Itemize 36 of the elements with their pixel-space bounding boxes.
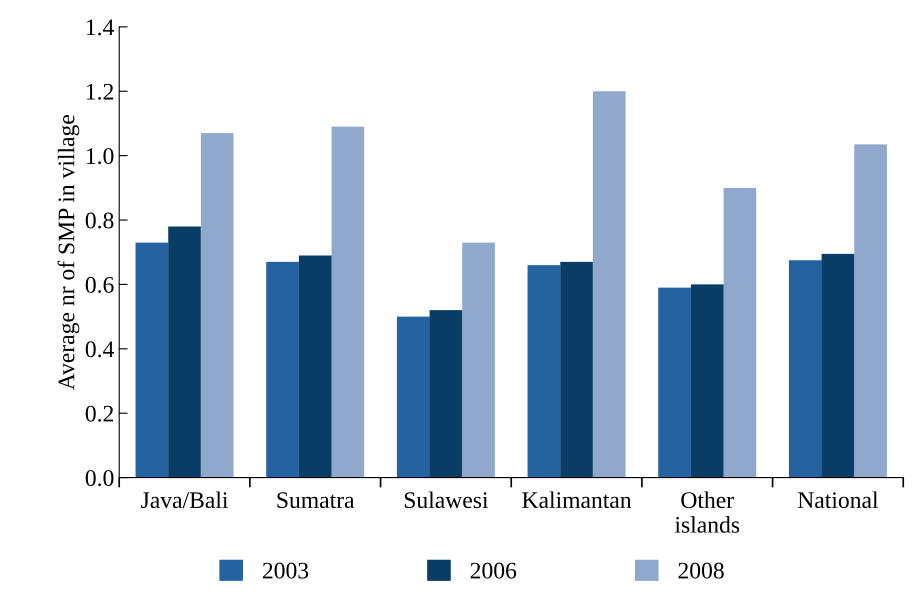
legend-label: 2006 xyxy=(470,562,516,579)
bar xyxy=(266,262,299,478)
bar xyxy=(396,316,430,478)
bar xyxy=(854,144,887,478)
bar xyxy=(298,255,332,478)
y-tick-label: 1.0 xyxy=(86,148,114,164)
x-tick-label: Other islands xyxy=(674,491,740,533)
y-axis-title: Average nr of SMP in village xyxy=(58,115,80,390)
bar xyxy=(724,188,756,478)
y-tick-label: 1.2 xyxy=(86,84,114,100)
y-tick-label: 0.8 xyxy=(86,212,114,229)
x-tick-label: Sumatra xyxy=(277,492,354,508)
bar xyxy=(528,265,560,478)
bar xyxy=(136,242,168,478)
bar xyxy=(788,260,822,478)
bar xyxy=(168,226,201,478)
legend-label: 2003 xyxy=(262,562,308,579)
y-tick-label: 0.6 xyxy=(86,276,114,293)
bar xyxy=(462,242,495,478)
x-tick-label: Sulawesi xyxy=(404,491,488,508)
y-tick-label: 1.4 xyxy=(86,19,114,36)
x-tick-label: National xyxy=(798,491,878,508)
bar xyxy=(690,284,724,478)
y-tick-label: 0.0 xyxy=(86,470,114,486)
legend-label: 2008 xyxy=(678,562,724,579)
y-tick-label: 0.4 xyxy=(86,341,114,358)
bar xyxy=(560,262,593,478)
bar xyxy=(332,126,364,478)
bar xyxy=(430,310,462,478)
x-tick-label: Java/Bali xyxy=(141,491,228,508)
bar xyxy=(200,133,234,478)
bar xyxy=(658,288,691,478)
y-tick-label: 0.2 xyxy=(86,406,114,422)
bar xyxy=(822,254,854,478)
x-tick-label: Kalimantan xyxy=(522,491,632,508)
bar xyxy=(592,91,626,478)
